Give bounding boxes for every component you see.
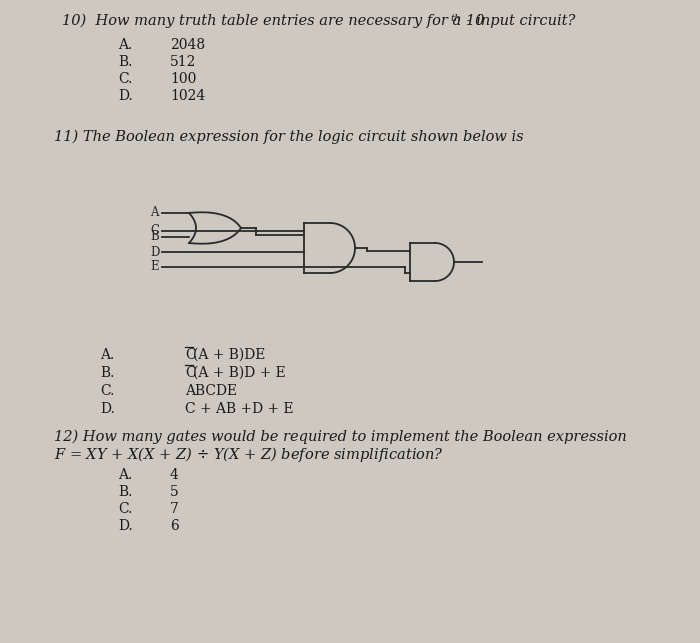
Text: C + AB +D + E: C + AB +D + E <box>185 402 293 416</box>
Text: E: E <box>150 260 159 273</box>
Text: F = XY + X(X + Z) $\div$ Y(X + Z) before simplification?: F = XY + X(X + Z) $\div$ Y(X + Z) before… <box>54 445 444 464</box>
Text: C: C <box>185 348 195 362</box>
Text: C: C <box>185 366 195 380</box>
Text: 10)  How many truth table entries are necessary for a 10: 10) How many truth table entries are nec… <box>62 14 484 28</box>
Text: 11) The Boolean expression for the logic circuit shown below is: 11) The Boolean expression for the logic… <box>54 130 524 145</box>
Text: 5: 5 <box>170 485 178 499</box>
Text: B.: B. <box>118 55 132 69</box>
Text: C.: C. <box>118 72 132 86</box>
Text: B.: B. <box>118 485 132 499</box>
Text: th: th <box>450 14 461 23</box>
Text: 7: 7 <box>170 502 179 516</box>
Text: A.: A. <box>100 348 114 362</box>
Text: C: C <box>150 224 159 237</box>
Text: D.: D. <box>100 402 115 416</box>
Text: 100: 100 <box>170 72 197 86</box>
Text: 12) How many gates would be required to implement the Boolean expression: 12) How many gates would be required to … <box>54 430 626 444</box>
Text: D.: D. <box>118 89 133 103</box>
Text: A: A <box>150 206 158 219</box>
Text: 2048: 2048 <box>170 38 205 52</box>
Text: (A + B)D + E: (A + B)D + E <box>193 366 286 380</box>
Text: (A + B)DE: (A + B)DE <box>193 348 265 362</box>
Text: A.: A. <box>118 38 132 52</box>
Text: 1024: 1024 <box>170 89 205 103</box>
Text: C.: C. <box>100 384 114 398</box>
Text: D: D <box>150 246 160 258</box>
Text: 6: 6 <box>170 519 178 533</box>
Text: 4: 4 <box>170 468 179 482</box>
Text: B: B <box>150 230 159 244</box>
Text: D.: D. <box>118 519 133 533</box>
Text: B.: B. <box>100 366 114 380</box>
Text: A.: A. <box>118 468 132 482</box>
Text: ABCDE: ABCDE <box>185 384 237 398</box>
Text: - input circuit?: - input circuit? <box>462 14 575 28</box>
Text: 512: 512 <box>170 55 197 69</box>
Text: C.: C. <box>118 502 132 516</box>
